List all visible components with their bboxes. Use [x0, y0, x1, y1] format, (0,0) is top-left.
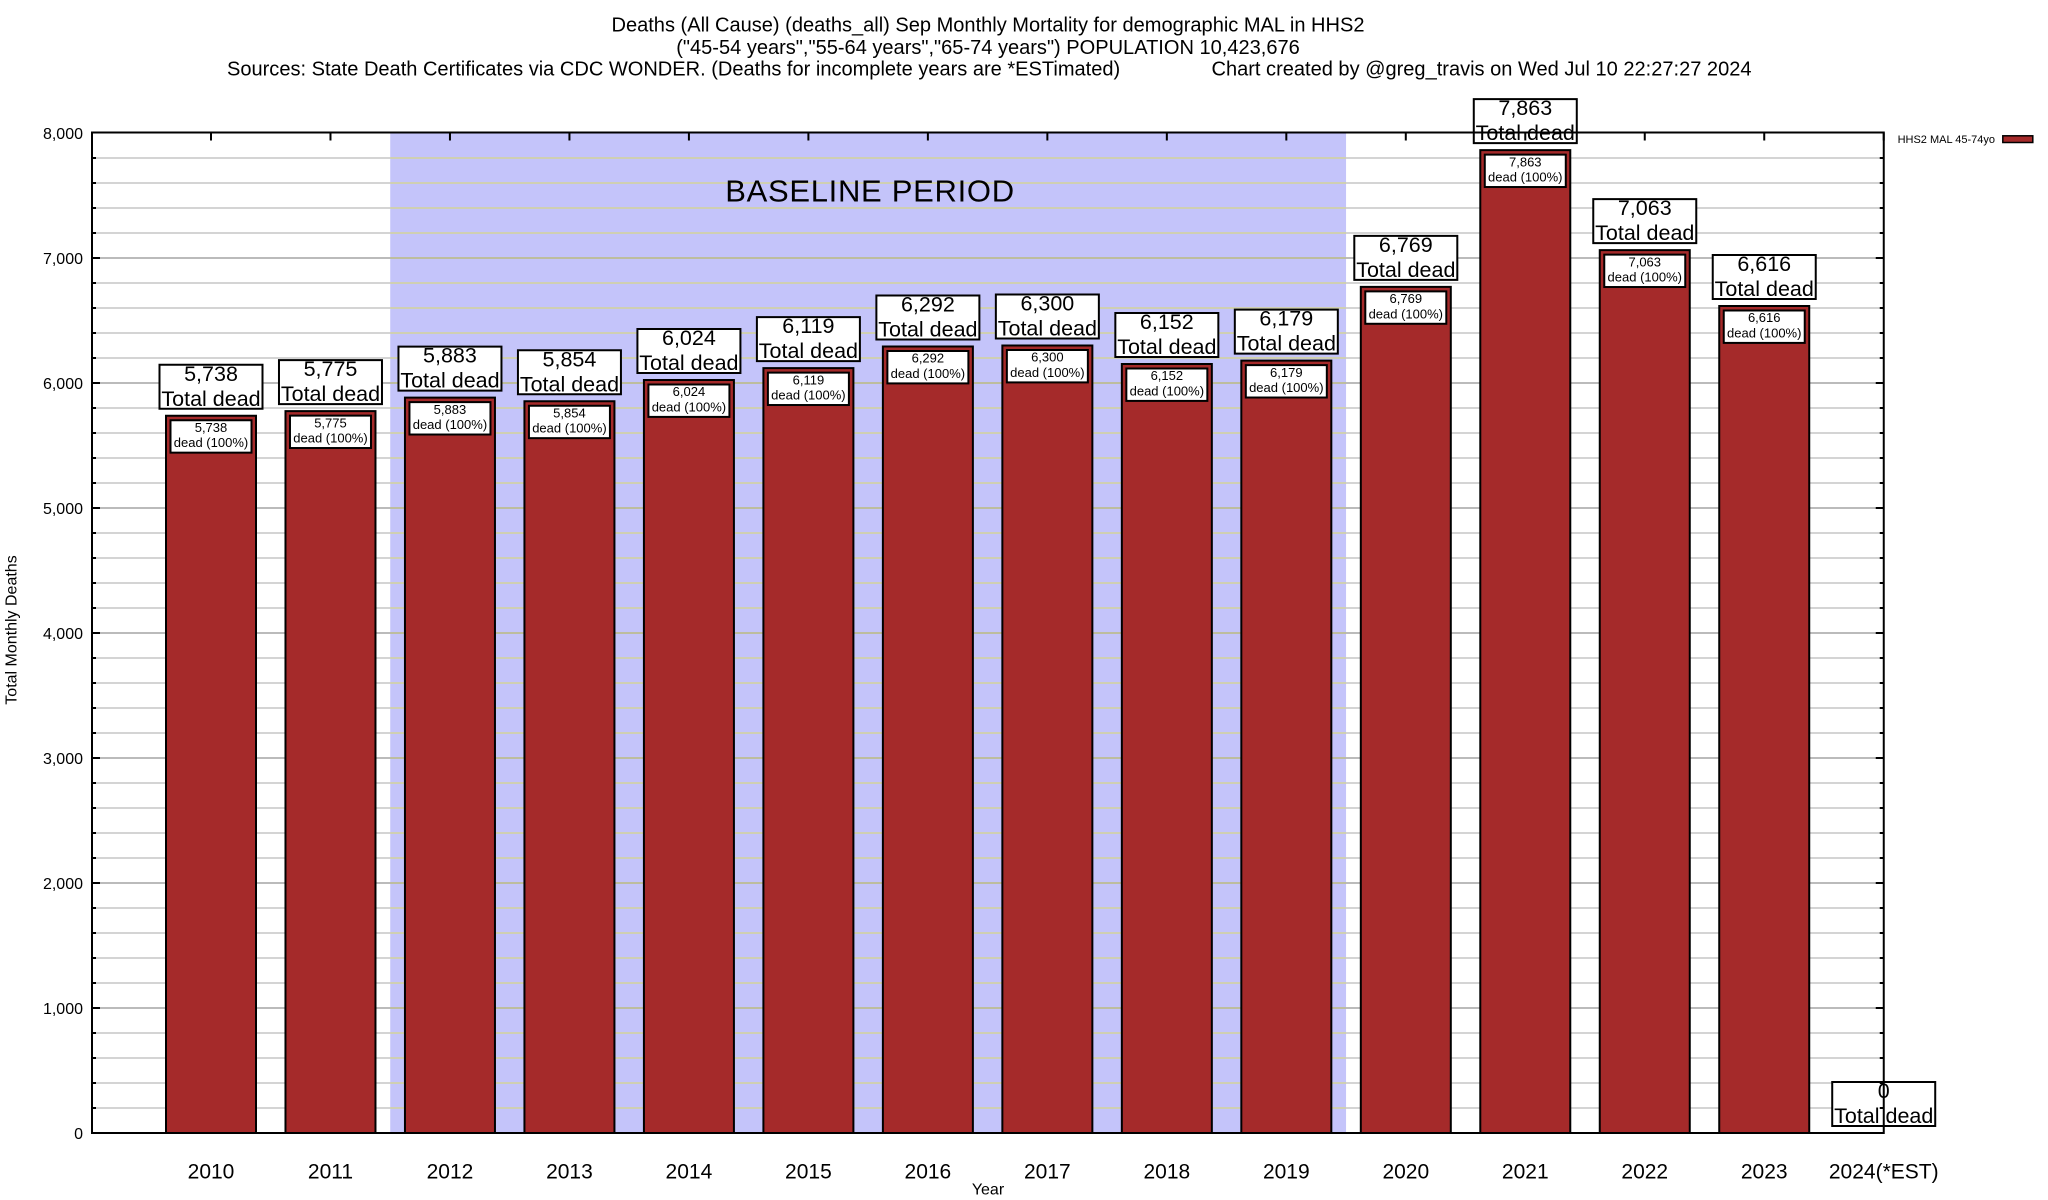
- svg-text:dead (100%): dead (100%): [532, 421, 606, 436]
- svg-text:5,738: 5,738: [195, 420, 228, 435]
- svg-text:2011: 2011: [308, 1161, 353, 1184]
- svg-text:2021: 2021: [1502, 1161, 1549, 1184]
- svg-text:BASELINE PERIOD: BASELINE PERIOD: [725, 174, 1015, 209]
- svg-text:Total dead: Total dead: [1117, 335, 1216, 359]
- svg-text:Total dead: Total dead: [400, 369, 499, 393]
- svg-text:dead (100%): dead (100%): [771, 388, 845, 403]
- svg-text:7,063: 7,063: [1628, 254, 1661, 269]
- svg-text:8,000: 8,000: [43, 126, 83, 143]
- svg-text:6,024: 6,024: [673, 384, 706, 399]
- svg-text:dead (100%): dead (100%): [1249, 380, 1323, 395]
- svg-text:5,775: 5,775: [304, 357, 358, 381]
- svg-text:Chart created by @greg_travis: Chart created by @greg_travis on Wed Jul…: [1212, 59, 1752, 81]
- svg-text:Total dead: Total dead: [161, 387, 260, 411]
- svg-text:2023: 2023: [1741, 1161, 1788, 1184]
- svg-text:1,000: 1,000: [43, 1001, 83, 1018]
- svg-text:dead (100%): dead (100%): [1130, 383, 1204, 398]
- svg-text:HHS2 MAL 45-74yo: HHS2 MAL 45-74yo: [1898, 134, 1995, 146]
- svg-text:2010: 2010: [188, 1161, 235, 1184]
- svg-text:Total dead: Total dead: [281, 382, 380, 406]
- svg-text:6,616: 6,616: [1737, 252, 1791, 276]
- svg-text:Total dead: Total dead: [878, 318, 977, 342]
- svg-text:5,775: 5,775: [314, 415, 347, 430]
- svg-text:dead (100%): dead (100%): [293, 431, 367, 446]
- svg-text:6,119: 6,119: [782, 314, 834, 338]
- svg-text:6,769: 6,769: [1379, 233, 1433, 257]
- svg-text:2020: 2020: [1382, 1161, 1429, 1184]
- svg-text:dead (100%): dead (100%): [174, 435, 248, 450]
- svg-text:6,292: 6,292: [901, 293, 955, 317]
- svg-text:7,063: 7,063: [1618, 196, 1672, 220]
- svg-text:6,300: 6,300: [1031, 350, 1064, 365]
- svg-text:Total dead: Total dead: [520, 372, 619, 396]
- svg-text:Total dead: Total dead: [998, 317, 1097, 341]
- svg-text:5,883: 5,883: [423, 344, 477, 368]
- svg-text:6,000: 6,000: [43, 376, 83, 393]
- svg-text:5,883: 5,883: [434, 402, 467, 417]
- svg-text:Sources: State Death Certifica: Sources: State Death Certificates via CD…: [227, 59, 1120, 81]
- svg-text:5,738: 5,738: [184, 362, 238, 386]
- svg-text:6,300: 6,300: [1020, 292, 1074, 316]
- svg-text:dead (100%): dead (100%): [1010, 365, 1084, 380]
- svg-text:2018: 2018: [1143, 1161, 1190, 1184]
- svg-text:2013: 2013: [546, 1161, 593, 1184]
- svg-text:0: 0: [74, 1126, 83, 1143]
- svg-text:2012: 2012: [427, 1161, 474, 1184]
- svg-text:6,292: 6,292: [912, 351, 945, 366]
- svg-text:6,152: 6,152: [1151, 368, 1184, 383]
- svg-text:2,000: 2,000: [43, 876, 83, 893]
- svg-text:2024(*EST): 2024(*EST): [1829, 1161, 1939, 1184]
- svg-text:2022: 2022: [1621, 1161, 1668, 1184]
- svg-text:7,863: 7,863: [1498, 96, 1552, 120]
- svg-text:Total dead: Total dead: [1595, 221, 1694, 245]
- svg-text:6,119: 6,119: [793, 372, 825, 387]
- svg-text:Total Monthly Deaths: Total Monthly Deaths: [4, 555, 21, 704]
- svg-text:dead (100%): dead (100%): [1608, 270, 1682, 285]
- svg-text:5,854: 5,854: [553, 405, 586, 420]
- svg-text:Year: Year: [972, 1182, 1005, 1199]
- svg-text:6,152: 6,152: [1140, 310, 1194, 334]
- svg-text:Total dead: Total dead: [759, 339, 858, 363]
- svg-text:dead (100%): dead (100%): [891, 366, 965, 381]
- svg-text:5,000: 5,000: [43, 501, 83, 518]
- svg-text:dead (100%): dead (100%): [652, 399, 726, 414]
- svg-text:7,000: 7,000: [43, 251, 83, 268]
- svg-text:2016: 2016: [905, 1161, 952, 1184]
- svg-text:2019: 2019: [1263, 1161, 1310, 1184]
- svg-text:2015: 2015: [785, 1161, 832, 1184]
- svg-text:5,854: 5,854: [543, 347, 597, 371]
- svg-text:dead (100%): dead (100%): [1727, 325, 1801, 340]
- svg-text:dead (100%): dead (100%): [1369, 306, 1443, 321]
- svg-text:6,769: 6,769: [1390, 291, 1423, 306]
- svg-text:6,616: 6,616: [1748, 310, 1781, 325]
- svg-text:dead (100%): dead (100%): [413, 417, 487, 432]
- svg-text:4,000: 4,000: [43, 626, 83, 643]
- svg-text:dead (100%): dead (100%): [1488, 170, 1562, 185]
- svg-text:("45-54 years","55-64 years",": ("45-54 years","55-64 years","65-74 year…: [676, 37, 1300, 59]
- svg-text:2014: 2014: [666, 1161, 713, 1184]
- svg-text:3,000: 3,000: [43, 751, 83, 768]
- svg-text:Total dead: Total dead: [1237, 332, 1336, 356]
- svg-text:6,024: 6,024: [662, 326, 716, 350]
- svg-text:Deaths (All Cause) (deaths_all: Deaths (All Cause) (deaths_all) Sep Mont…: [612, 15, 1365, 37]
- svg-text:Total dead: Total dead: [1715, 277, 1814, 301]
- svg-text:6,179: 6,179: [1270, 365, 1303, 380]
- svg-text:Total dead: Total dead: [1356, 258, 1455, 282]
- svg-text:2017: 2017: [1024, 1161, 1071, 1184]
- svg-text:7,863: 7,863: [1509, 154, 1542, 169]
- svg-text:6,179: 6,179: [1259, 307, 1313, 331]
- svg-text:Total dead: Total dead: [639, 351, 738, 375]
